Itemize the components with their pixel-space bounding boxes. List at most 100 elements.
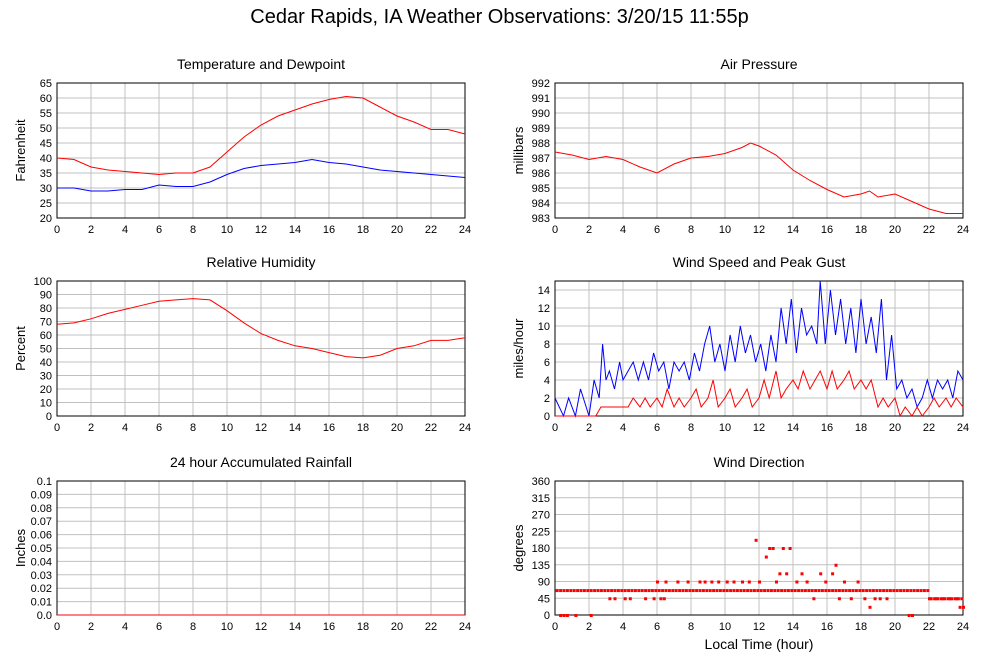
scatter-point <box>593 589 597 593</box>
x-tick-label: 2 <box>88 224 94 236</box>
y-tick-label: 0.09 <box>31 489 52 501</box>
scatter-point <box>768 547 772 550</box>
x-tick-label: 4 <box>122 621 128 633</box>
scatter-point <box>589 589 593 593</box>
x-tick-label: 24 <box>459 224 471 236</box>
x-tick-label: 18 <box>357 224 369 236</box>
y-tick-label: 983 <box>532 213 550 225</box>
scatter-point <box>749 589 753 593</box>
y-tick-label: 6 <box>544 357 550 369</box>
scatter-point <box>882 589 886 593</box>
y-axis-label: miles/hour <box>511 318 526 379</box>
scatter-point <box>589 614 593 617</box>
scatter-point <box>586 589 590 593</box>
scatter-point <box>633 589 637 593</box>
scatter-point <box>674 589 678 593</box>
scatter-point <box>623 597 627 601</box>
x-tick-label: 14 <box>787 621 799 633</box>
scatter-point <box>559 614 563 617</box>
scatter-point <box>790 589 794 593</box>
x-tick-label: 8 <box>190 422 196 434</box>
scatter-point <box>722 589 726 593</box>
scatter-point <box>582 589 586 593</box>
scatter-point <box>654 589 658 593</box>
scatter-point <box>616 589 620 593</box>
x-tick-label: 16 <box>323 621 335 633</box>
scatter-point <box>644 589 648 593</box>
y-tick-label: 40 <box>40 153 52 165</box>
scatter-point <box>613 597 617 601</box>
x-tick-label: 14 <box>787 422 799 434</box>
series-line-1 <box>554 280 964 418</box>
scatter-point <box>863 597 867 601</box>
x-tick-label: 0 <box>54 621 60 633</box>
y-tick-label: 50 <box>40 123 52 135</box>
scatter-point <box>572 589 576 593</box>
y-tick-label: 225 <box>532 526 550 538</box>
x-tick-label: 6 <box>654 621 660 633</box>
scatter-point <box>941 597 945 601</box>
scatter-point <box>763 589 767 593</box>
x-tick-label: 22 <box>923 224 935 236</box>
scatter-point <box>955 597 959 601</box>
x-tick-label: 12 <box>255 224 267 236</box>
x-tick-label: 22 <box>425 224 437 236</box>
y-tick-label: 8 <box>544 339 550 351</box>
x-tick-label: 4 <box>620 422 626 434</box>
scatter-point <box>849 597 853 601</box>
scatter-point <box>620 589 624 593</box>
scatter-point <box>854 589 858 593</box>
y-tick-label: 992 <box>532 78 550 90</box>
scatter-point <box>929 597 933 601</box>
y-tick-label: 90 <box>40 290 52 302</box>
scatter-point <box>644 597 648 601</box>
y-tick-label: 0.0 <box>37 610 52 622</box>
plot-frame <box>56 82 466 219</box>
scatter-point <box>657 589 661 593</box>
scatter-point <box>562 589 566 593</box>
scatter-point <box>851 589 855 593</box>
scatter-point <box>902 589 906 593</box>
scatter-point <box>698 589 702 593</box>
scatter-point <box>905 589 909 593</box>
scatter-point <box>725 589 729 593</box>
scatter-point <box>684 589 688 593</box>
plot-frame <box>554 82 964 219</box>
scatter-point <box>688 589 692 593</box>
scatter-point <box>837 597 841 601</box>
scatter-point <box>797 589 801 593</box>
scatter-point <box>958 605 962 609</box>
x-tick-label: 14 <box>787 224 799 236</box>
y-tick-label: 985 <box>532 183 550 195</box>
x-tick-label: 4 <box>122 422 128 434</box>
scatter-point <box>667 589 671 593</box>
scatter-point <box>606 589 610 593</box>
scatter-point <box>752 589 756 593</box>
x-tick-label: 8 <box>688 422 694 434</box>
scatter-point <box>701 589 705 593</box>
x-tick-label: 14 <box>289 422 301 434</box>
y-tick-label: 80 <box>40 303 52 315</box>
y-tick-label: 4 <box>544 375 550 387</box>
scatter-point <box>712 589 716 593</box>
y-tick-label: 55 <box>40 108 52 120</box>
x-tick-label: 14 <box>289 224 301 236</box>
x-tick-label: 0 <box>552 621 558 633</box>
y-tick-label: 60 <box>40 93 52 105</box>
scatter-point <box>596 589 600 593</box>
x-tick-label: 8 <box>688 224 694 236</box>
scatter-point <box>865 589 869 593</box>
scatter-point <box>717 580 721 584</box>
x-tick-label: 6 <box>156 621 162 633</box>
scatter-point <box>911 614 914 617</box>
y-tick-label: 0.02 <box>31 583 52 595</box>
scatter-point <box>926 589 930 593</box>
scatter-point <box>878 589 882 593</box>
scatter-point <box>868 589 872 593</box>
scatter-point <box>739 589 743 593</box>
y-axis-label: Inches <box>13 528 28 567</box>
scatter-point <box>579 589 583 593</box>
scatter-point <box>661 589 665 593</box>
